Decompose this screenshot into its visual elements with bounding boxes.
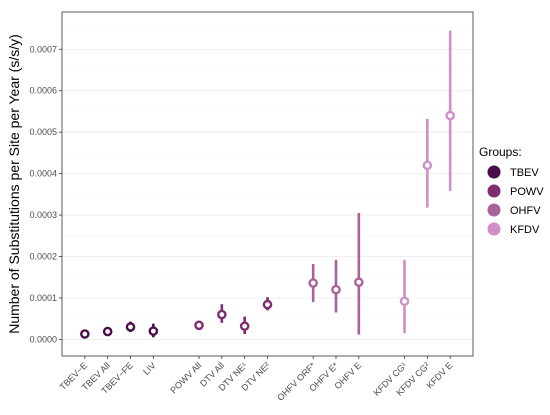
data-point [148, 326, 159, 336]
data-points [80, 30, 455, 339]
x-tick-label: LIV [141, 360, 158, 377]
y-axis-title: Number of Substitutions per Site per Yea… [6, 34, 22, 334]
y-axis: 0.0000 0.0001 0.0002 0.0003 0.0004 0.0005 0.00… [29, 44, 62, 344]
data-point [125, 322, 136, 332]
y-tick-label: 0.0007 [29, 44, 57, 54]
legend-key-tbev [487, 165, 501, 179]
y-tick-label: 0.0004 [29, 169, 57, 179]
data-point [354, 277, 364, 288]
legend: Groups: TBEV POWV OHFV KFDV [479, 145, 544, 236]
y-tick-label: 0.0005 [29, 127, 57, 137]
data-point [262, 299, 273, 310]
legend-label: KFDV [510, 224, 540, 236]
y-tick-label: 0.0006 [29, 86, 57, 96]
data-point [217, 309, 227, 320]
legend-label: OHFV [510, 205, 541, 217]
data-point [80, 329, 90, 339]
legend-title: Groups: [479, 145, 522, 159]
legend-label: TBEV [510, 167, 539, 179]
data-point [194, 320, 204, 331]
data-point [399, 296, 410, 307]
plot-panel-border [61, 11, 474, 357]
y-tick-label: 0.0000 [29, 334, 57, 344]
data-point [331, 284, 341, 295]
data-point [239, 321, 250, 331]
data-point [308, 278, 318, 288]
y-tick-label: 0.0003 [29, 210, 57, 220]
x-tick-label: POWV All [168, 360, 203, 395]
legend-label: POWV [510, 186, 544, 198]
data-point [445, 110, 455, 121]
data-point [422, 160, 433, 171]
grid [62, 28, 473, 340]
data-point [102, 326, 113, 337]
legend-key-powv [487, 184, 501, 198]
y-tick-label: 0.0002 [29, 252, 57, 262]
legend-key-kfdv [487, 222, 501, 236]
legend-key-ohfv [487, 203, 501, 217]
y-tick-label: 0.0001 [29, 293, 57, 303]
